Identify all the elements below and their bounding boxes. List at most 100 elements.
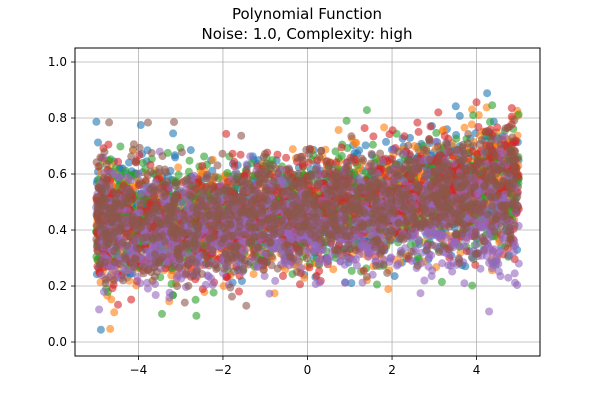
scatter-point bbox=[332, 158, 341, 167]
scatter-point bbox=[198, 162, 207, 170]
scatter-point bbox=[432, 128, 441, 137]
scatter-point bbox=[343, 144, 352, 152]
scatter-point bbox=[174, 170, 183, 179]
scatter-point bbox=[94, 138, 102, 147]
scatter-point bbox=[230, 157, 239, 166]
scatter-point bbox=[369, 132, 378, 141]
scatter-point bbox=[200, 152, 209, 161]
scatter-point bbox=[337, 143, 346, 152]
scatter-point bbox=[474, 111, 483, 120]
scatter-point bbox=[347, 279, 356, 288]
scatter-point bbox=[352, 138, 361, 147]
scatter-point bbox=[460, 279, 469, 288]
scatter-point bbox=[468, 281, 477, 290]
scatter-point bbox=[114, 300, 122, 309]
scatter-point bbox=[191, 295, 200, 304]
scatter-point bbox=[312, 271, 321, 280]
scatter-point bbox=[361, 141, 370, 150]
scatter-point bbox=[329, 265, 338, 274]
scatter-point bbox=[146, 160, 155, 169]
scatter-point bbox=[208, 280, 217, 289]
scatter-point bbox=[437, 277, 446, 286]
scatter-point bbox=[121, 166, 130, 175]
scatter-point bbox=[110, 308, 119, 317]
scatter-point bbox=[514, 110, 523, 119]
scatter-point bbox=[384, 285, 393, 294]
scatter-point bbox=[486, 118, 494, 126]
scatter-point bbox=[413, 118, 422, 127]
scatter-point bbox=[228, 149, 237, 158]
scatter-point bbox=[136, 121, 145, 129]
scatter-point bbox=[222, 129, 231, 138]
scatter-point bbox=[440, 132, 449, 140]
scatter-point bbox=[355, 146, 364, 155]
scatter-point bbox=[305, 263, 314, 272]
scatter-point bbox=[474, 123, 483, 131]
scatter-point bbox=[410, 142, 419, 150]
scatter-point bbox=[236, 150, 245, 159]
scatter-point bbox=[434, 108, 443, 117]
scatter-point bbox=[414, 127, 423, 136]
points-layer bbox=[92, 89, 523, 334]
scatter-point bbox=[331, 147, 340, 156]
scatter-point bbox=[298, 162, 307, 171]
scatter-point bbox=[125, 158, 133, 167]
scatter-point bbox=[342, 116, 351, 125]
scatter-point bbox=[138, 158, 147, 167]
scatter-point bbox=[467, 120, 476, 129]
scatter-point bbox=[368, 140, 377, 149]
scatter-point bbox=[334, 126, 343, 134]
scatter-point bbox=[360, 124, 369, 133]
scatter-point bbox=[192, 311, 201, 320]
scatter-point bbox=[170, 151, 179, 160]
scatter-point bbox=[134, 169, 143, 178]
scatter-point bbox=[347, 266, 356, 275]
scatter-point bbox=[174, 163, 183, 172]
chart-title: Polynomial Function bbox=[232, 5, 382, 23]
scatter-point bbox=[135, 151, 144, 159]
scatter-point bbox=[282, 153, 291, 162]
scatter-point bbox=[468, 105, 477, 114]
chart-subtitle: Noise: 1.0, Complexity: high bbox=[202, 25, 413, 43]
scatter-point bbox=[96, 325, 105, 334]
scatter-point bbox=[92, 117, 101, 126]
scatter-point bbox=[127, 295, 136, 304]
scatter-point bbox=[439, 125, 448, 134]
scatter-point bbox=[209, 288, 218, 297]
scatter-point bbox=[288, 145, 297, 154]
scatter-point bbox=[143, 278, 152, 287]
scatter-point bbox=[488, 101, 497, 110]
scatter-point bbox=[514, 259, 523, 268]
scatter-point bbox=[460, 123, 469, 132]
scatter-point bbox=[107, 295, 116, 304]
scatter-point bbox=[483, 89, 492, 98]
scatter-point bbox=[472, 98, 481, 107]
scatter-point bbox=[507, 104, 516, 113]
scatter-point bbox=[405, 150, 414, 159]
scatter-point bbox=[129, 146, 137, 155]
scatter-point bbox=[426, 122, 435, 131]
scatter-point bbox=[455, 111, 464, 120]
scatter-point bbox=[249, 270, 258, 279]
scatter-point bbox=[296, 280, 304, 289]
scatter-point bbox=[452, 134, 461, 143]
scatter-point bbox=[235, 287, 243, 296]
scatter-point bbox=[380, 123, 389, 132]
scatter-point bbox=[390, 272, 399, 281]
scatter-point bbox=[208, 155, 217, 164]
scatter-point bbox=[116, 142, 125, 151]
scatter-point bbox=[382, 137, 390, 146]
scatter-point bbox=[305, 158, 313, 167]
scatter-point bbox=[158, 309, 166, 318]
scatter-point bbox=[125, 276, 134, 285]
scatter-point bbox=[223, 168, 232, 177]
scatter-point bbox=[373, 280, 381, 289]
scatter-point bbox=[186, 146, 195, 155]
scatter-point bbox=[185, 156, 194, 165]
scatter-point bbox=[469, 111, 478, 120]
scatter-point bbox=[359, 266, 368, 275]
scatter-point bbox=[114, 157, 123, 166]
scatter-point bbox=[106, 324, 115, 333]
